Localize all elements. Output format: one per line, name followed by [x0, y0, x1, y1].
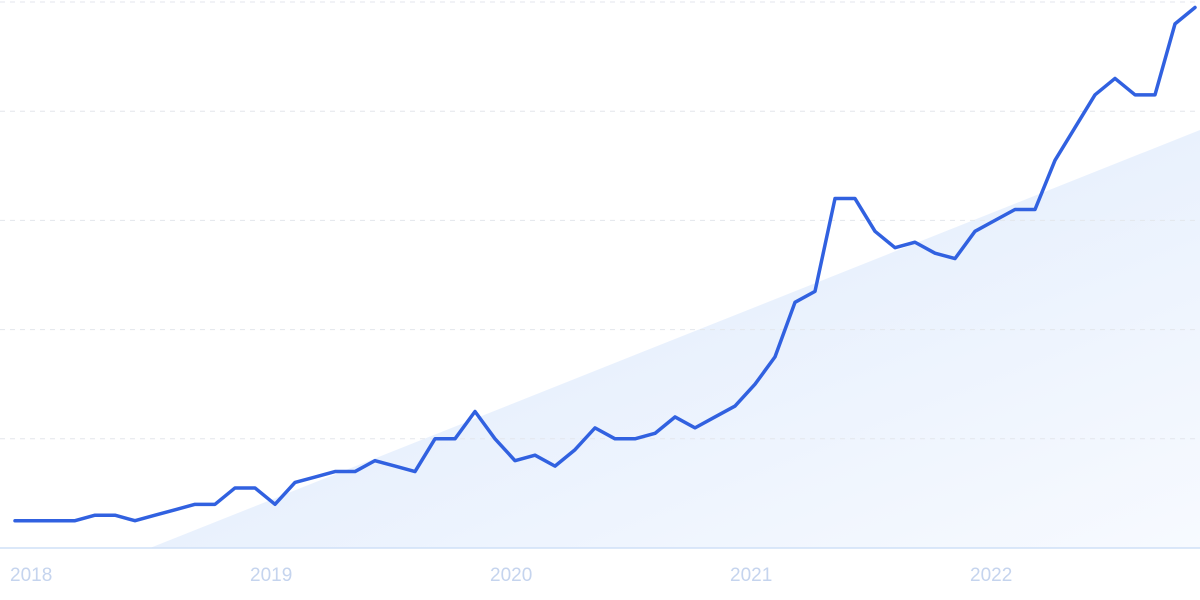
x-tick-label: 2019	[250, 565, 292, 586]
x-tick-label: 2020	[490, 565, 532, 586]
trend-line	[13, 5, 1197, 523]
x-tick-label: 2018	[10, 565, 52, 586]
x-tick-label: 2022	[970, 565, 1012, 586]
x-tick-label: 2021	[730, 565, 772, 586]
trend-area	[150, 130, 1200, 548]
